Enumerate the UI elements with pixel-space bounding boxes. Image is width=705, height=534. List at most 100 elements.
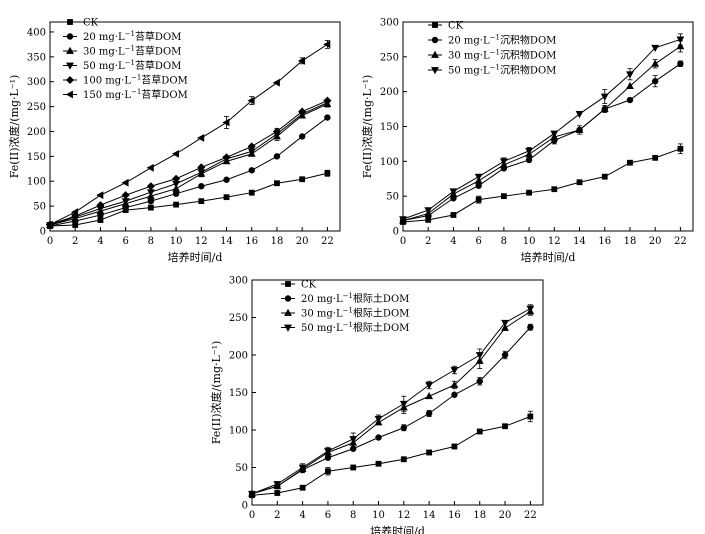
series-line (49, 103, 328, 226)
data-point (451, 391, 458, 398)
data-point (198, 183, 205, 190)
x-axis-label: 培养时间/d (521, 250, 576, 264)
data-point (652, 154, 659, 161)
data-point (248, 167, 255, 174)
data-point (325, 468, 331, 475)
x-tick-label: 20 (649, 236, 662, 247)
y-tick-label: 200 (380, 87, 399, 98)
data-point (476, 428, 483, 435)
data-point (172, 174, 181, 183)
data-point (575, 125, 584, 133)
data-point (274, 490, 281, 496)
data-point (147, 204, 154, 211)
data-point (426, 449, 433, 456)
x-tick-label: 10 (170, 236, 183, 247)
data-point (399, 216, 407, 224)
x-tick-label: 14 (220, 236, 233, 247)
data-point (349, 436, 358, 444)
data-point (400, 424, 408, 431)
x-tick-label: 12 (548, 236, 561, 247)
chart-1: 0 2 4 6 8 10 12 14 16 18 20 22 0 50 100 150 200 250 300 350… (7, 18, 341, 264)
data-point (96, 191, 104, 200)
x-tick-label: 20 (499, 510, 512, 521)
legend-entry: CK (448, 21, 464, 32)
y-tick-label: 150 (229, 388, 248, 399)
data-point (449, 188, 458, 196)
data-point (297, 56, 306, 65)
y-tick-label: 100 (380, 157, 399, 168)
data-point (502, 423, 508, 430)
data-point (527, 324, 534, 331)
x-axis-label: 培养时间/d (168, 250, 223, 264)
data-point (501, 323, 509, 331)
series-diamond (45, 96, 332, 229)
data-point (299, 484, 306, 491)
plot-frame (49, 21, 341, 232)
data-point (676, 36, 685, 44)
legend-entry: 20 mg·L−1沉积物DOM (448, 34, 556, 47)
data-point (501, 351, 509, 359)
data-point (626, 96, 634, 104)
data-point (247, 142, 256, 151)
legend-marker (65, 75, 75, 85)
series-line (402, 63, 681, 222)
y-tick-label: 50 (33, 202, 46, 213)
data-point (475, 352, 484, 360)
y-tick-label: 350 (27, 52, 46, 63)
y-tick-label: 100 (229, 426, 248, 437)
y-tick-label: 150 (380, 122, 399, 133)
data-point (400, 456, 407, 463)
y-tick-label: 250 (380, 52, 399, 63)
legend-marker (431, 50, 439, 58)
data-point (298, 107, 307, 116)
x-tick-label: 12 (397, 510, 410, 521)
data-point (121, 191, 130, 200)
data-point (425, 410, 433, 417)
data-point (247, 96, 255, 105)
legend-marker (431, 36, 439, 44)
data-point (350, 464, 357, 471)
data-point (450, 212, 457, 218)
data-point (525, 156, 533, 164)
series-line (251, 311, 531, 495)
data-point (173, 201, 179, 208)
data-point (248, 189, 255, 196)
x-tick-label: 18 (271, 236, 284, 247)
series-triangle-up (46, 99, 332, 228)
data-point (626, 71, 634, 79)
data-point (601, 173, 608, 180)
x-tick-label: 6 (325, 510, 331, 521)
legend-marker (66, 46, 74, 54)
y-tick-label: 0 (393, 227, 399, 238)
legend-marker (66, 33, 74, 40)
data-point (476, 378, 483, 385)
data-point (627, 159, 633, 166)
data-point (375, 434, 382, 441)
legend-marker (284, 324, 292, 332)
data-point (272, 127, 281, 136)
legend-marker (284, 295, 292, 302)
series-line (49, 43, 328, 225)
x-tick-label: 4 (97, 236, 103, 247)
data-point (500, 193, 507, 200)
series-triangle-up (248, 307, 535, 497)
y-tick-label: 300 (27, 77, 46, 88)
x-tick-label: 14 (423, 510, 436, 521)
data-point (651, 44, 660, 53)
series-line (251, 308, 531, 495)
data-point (299, 176, 306, 183)
x-tick-label: 14 (573, 236, 586, 247)
x-tick-label: 0 (47, 236, 53, 247)
data-point (298, 464, 307, 472)
data-point (424, 207, 433, 215)
y-tick-label: 300 (380, 18, 399, 29)
legend-entry: 50 mg·L−1苔草DOM (83, 59, 181, 72)
data-point (550, 130, 559, 138)
series-line (49, 117, 328, 227)
legend-marker (66, 62, 74, 70)
x-tick-label: 0 (249, 510, 255, 521)
x-tick-label: 18 (473, 510, 486, 521)
x-tick-label: 6 (122, 236, 128, 247)
data-point (526, 305, 535, 313)
data-point (399, 400, 408, 408)
